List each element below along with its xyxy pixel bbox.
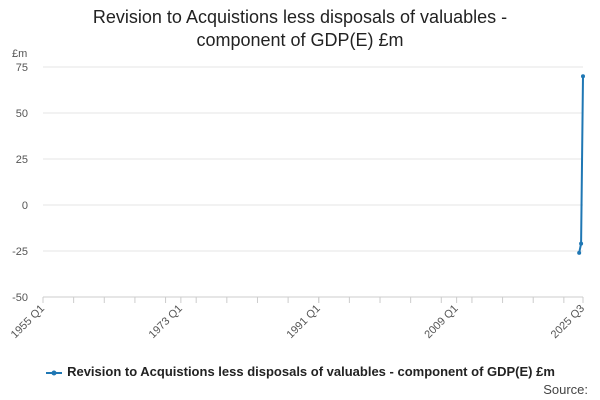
x-tick-label: 1955 Q1 (9, 303, 47, 341)
data-point[interactable] (579, 241, 584, 246)
x-tick-label: 1973 Q1 (147, 303, 185, 341)
chart-title-line-2: component of GDP(E) £m (196, 30, 404, 50)
data-point[interactable] (581, 74, 585, 79)
legend[interactable]: Revision to Acquistions less disposals o… (0, 364, 600, 380)
legend-series-label: Revision to Acquistions less disposals o… (67, 364, 555, 379)
y-axis-unit-label: £m (12, 48, 27, 60)
legend-line-icon (45, 365, 63, 380)
y-tick-label: 25 (16, 154, 28, 166)
y-tick-label: 75 (16, 62, 28, 74)
chart-title-line-1: Revision to Acquistions less disposals o… (92, 7, 508, 27)
x-tick-label: 2025 Q3 (549, 303, 587, 341)
x-tick-label: 2009 Q1 (422, 303, 460, 341)
y-tick-label: -50 (12, 292, 28, 304)
chart-title: Revision to Acquistions less disposals o… (0, 6, 600, 52)
data-point[interactable] (577, 250, 582, 255)
source-label: Source: (543, 382, 588, 397)
y-tick-label: -25 (12, 246, 28, 258)
y-tick-label: 50 (16, 108, 28, 120)
x-tick-label: 1991 Q1 (285, 303, 323, 341)
series-line[interactable] (578, 76, 584, 254)
y-tick-label: 0 (22, 200, 28, 212)
